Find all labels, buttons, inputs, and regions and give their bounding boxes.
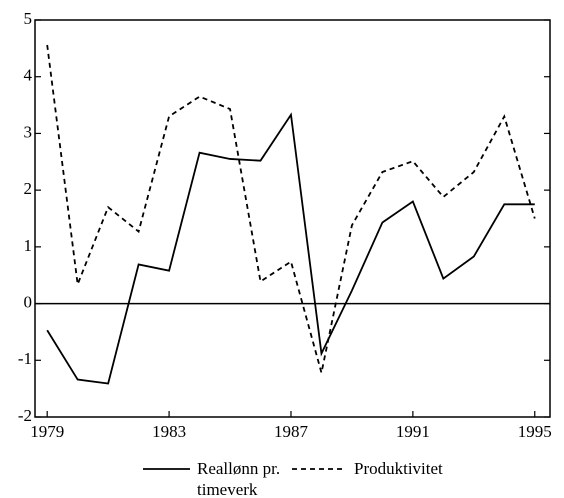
y-tick-label: 1 — [24, 236, 33, 255]
y-tick-label: 5 — [24, 9, 33, 28]
x-tick-label: 1979 — [30, 422, 64, 441]
legend-label: Reallønn pr. timeverk — [197, 459, 281, 498]
x-tick-label: 1987 — [274, 422, 309, 441]
x-tick-label: 1995 — [518, 422, 552, 441]
x-tick-label: 1983 — [152, 422, 186, 441]
y-tick-label: -1 — [18, 349, 32, 368]
y-tick-label: 3 — [24, 122, 33, 141]
series-line — [46, 112, 535, 385]
y-tick-label: -2 — [18, 406, 32, 425]
legend-label: Produktivitet — [354, 459, 443, 478]
series-line — [46, 44, 536, 374]
y-tick-label: 2 — [24, 179, 33, 198]
y-tick-label: 4 — [24, 66, 33, 85]
y-tick-label: 0 — [24, 292, 33, 311]
plot-frame — [34, 19, 551, 418]
x-tick-label: 1991 — [396, 422, 430, 441]
